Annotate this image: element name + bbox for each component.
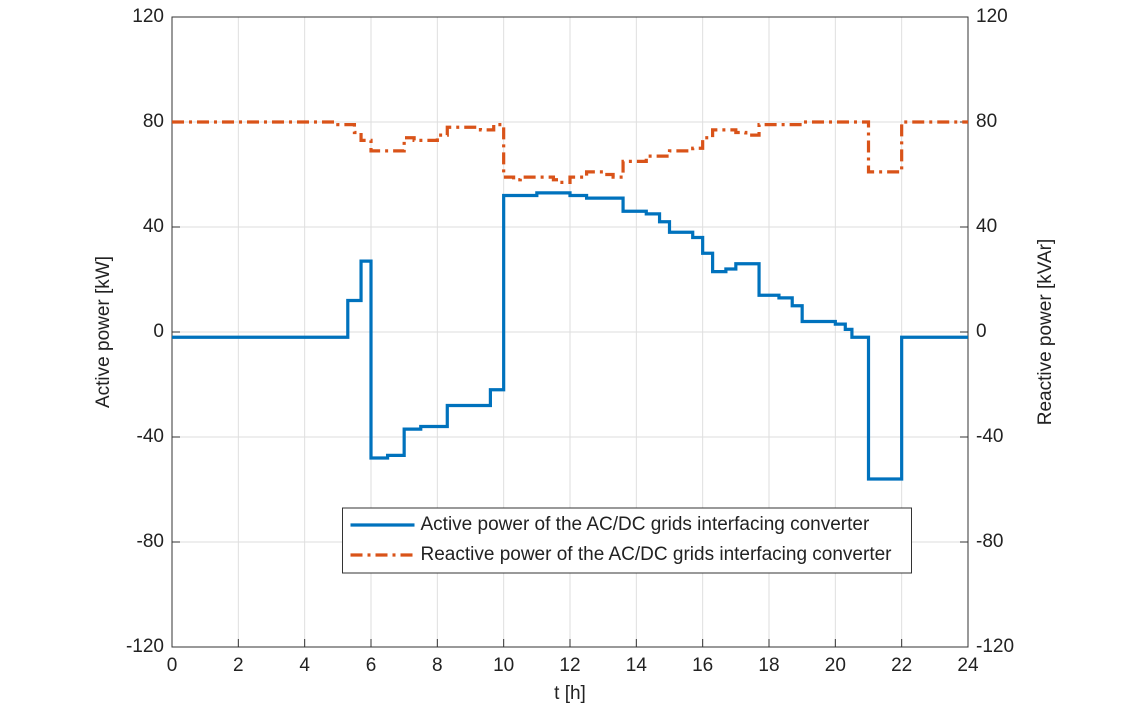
y-tick-label: 120 bbox=[132, 6, 164, 27]
legend: Active power of the AC/DC grids interfac… bbox=[342, 507, 912, 574]
y2-tick-label: 0 bbox=[976, 321, 987, 342]
y2-tick-label: -40 bbox=[976, 426, 1003, 447]
y2-tick-label: -80 bbox=[976, 531, 1003, 552]
y-tick-label: 40 bbox=[143, 216, 164, 237]
y2-tick-label: 80 bbox=[976, 111, 997, 132]
legend-label: Active power of the AC/DC grids interfac… bbox=[421, 514, 870, 535]
x-tick-label: 22 bbox=[891, 655, 912, 676]
y-axis-label: Active power [kW] bbox=[93, 256, 114, 408]
y-tick-label: -120 bbox=[126, 636, 164, 657]
x-tick-label: 24 bbox=[957, 655, 979, 676]
x-tick-label: 20 bbox=[825, 655, 846, 676]
y-tick-label: 80 bbox=[143, 111, 164, 132]
x-tick-label: 2 bbox=[233, 655, 244, 676]
x-axis-label: t [h] bbox=[554, 683, 586, 704]
x-tick-label: 18 bbox=[758, 655, 779, 676]
x-tick-label: 0 bbox=[167, 655, 178, 676]
series-line bbox=[172, 191, 968, 481]
y-tick-label: -40 bbox=[137, 426, 164, 447]
y2-tick-label: 40 bbox=[976, 216, 997, 237]
plot-frame bbox=[171, 16, 969, 648]
x-tick-label: 16 bbox=[692, 655, 713, 676]
series-line bbox=[172, 120, 968, 184]
y-tick-label: -80 bbox=[137, 531, 164, 552]
legend-label: Reactive power of the AC/DC grids interf… bbox=[421, 544, 893, 565]
y2-tick-label: 120 bbox=[976, 6, 1008, 27]
x-tick-label: 14 bbox=[626, 655, 648, 676]
y2-tick-label: -120 bbox=[976, 636, 1014, 657]
y2-axis-label: Reactive power [kVAr] bbox=[1035, 239, 1056, 426]
legend-box bbox=[342, 507, 912, 574]
x-tick-label: 4 bbox=[299, 655, 310, 676]
y-tick-label: 0 bbox=[153, 321, 164, 342]
x-tick-label: 8 bbox=[432, 655, 443, 676]
x-tick-label: 6 bbox=[366, 655, 377, 676]
x-tick-label: 12 bbox=[559, 655, 580, 676]
x-tick-label: 10 bbox=[493, 655, 514, 676]
